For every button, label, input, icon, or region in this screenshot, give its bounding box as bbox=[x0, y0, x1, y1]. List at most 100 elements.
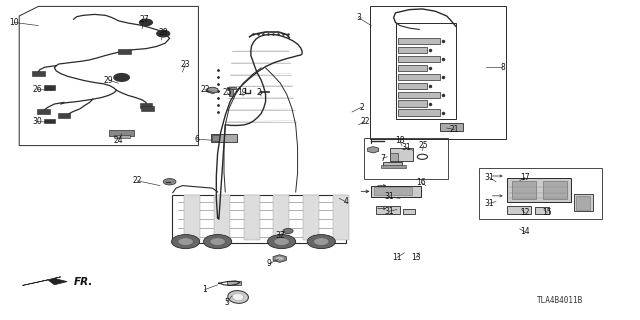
Text: 2: 2 bbox=[257, 88, 262, 97]
Circle shape bbox=[207, 88, 218, 93]
Bar bbox=[37, 109, 50, 114]
Text: 9: 9 bbox=[266, 260, 271, 268]
Text: 6: 6 bbox=[195, 135, 200, 144]
Circle shape bbox=[314, 238, 329, 245]
Text: 31: 31 bbox=[484, 173, 495, 182]
Text: 3: 3 bbox=[356, 13, 361, 22]
Text: 7: 7 bbox=[380, 154, 385, 163]
Text: 14: 14 bbox=[520, 228, 530, 236]
Text: 21: 21 bbox=[450, 125, 459, 134]
Text: 25: 25 bbox=[419, 141, 429, 150]
Circle shape bbox=[268, 235, 296, 249]
Text: 29: 29 bbox=[104, 76, 114, 84]
Bar bbox=[140, 103, 152, 108]
Bar bbox=[381, 165, 406, 168]
Text: 22: 22 bbox=[133, 176, 142, 185]
Circle shape bbox=[204, 235, 232, 249]
Bar bbox=[374, 187, 412, 195]
Bar bbox=[390, 153, 398, 161]
Text: 25: 25 bbox=[222, 88, 232, 97]
Text: 31: 31 bbox=[484, 199, 495, 208]
Bar bbox=[212, 135, 219, 141]
Bar bbox=[398, 92, 440, 98]
Circle shape bbox=[275, 256, 284, 261]
Bar bbox=[227, 281, 241, 285]
Circle shape bbox=[178, 238, 193, 245]
Text: 26: 26 bbox=[32, 85, 42, 94]
Bar bbox=[184, 195, 200, 240]
Bar bbox=[141, 106, 154, 111]
Bar bbox=[543, 181, 567, 199]
Bar bbox=[333, 195, 349, 240]
Bar bbox=[32, 71, 45, 76]
Circle shape bbox=[172, 235, 200, 249]
Circle shape bbox=[163, 179, 176, 185]
Bar bbox=[396, 23, 456, 119]
Text: 22: 22 bbox=[360, 117, 369, 126]
Bar bbox=[229, 88, 233, 96]
Text: 1: 1 bbox=[202, 285, 207, 294]
Bar bbox=[398, 100, 427, 107]
Bar bbox=[403, 209, 415, 214]
Text: 8: 8 bbox=[500, 63, 505, 72]
Ellipse shape bbox=[228, 291, 248, 303]
Text: 30: 30 bbox=[32, 117, 42, 126]
Text: 28: 28 bbox=[159, 28, 168, 36]
Bar bbox=[109, 130, 134, 136]
Bar bbox=[58, 113, 70, 118]
Text: 18: 18 bbox=[396, 136, 404, 145]
Bar bbox=[574, 194, 593, 211]
Bar bbox=[507, 178, 571, 202]
Bar bbox=[398, 56, 440, 62]
Circle shape bbox=[283, 228, 293, 234]
Text: 16: 16 bbox=[416, 178, 426, 187]
Circle shape bbox=[210, 238, 225, 245]
Circle shape bbox=[307, 235, 335, 249]
Text: FR.: FR. bbox=[74, 277, 93, 287]
Bar bbox=[114, 135, 130, 138]
Circle shape bbox=[274, 238, 289, 245]
Text: 19: 19 bbox=[237, 88, 247, 97]
Bar bbox=[576, 196, 590, 210]
Text: TLA4B4011B: TLA4B4011B bbox=[537, 296, 583, 305]
Bar bbox=[398, 109, 440, 116]
Polygon shape bbox=[22, 277, 67, 285]
Bar bbox=[398, 38, 440, 44]
Bar bbox=[211, 134, 237, 142]
Bar bbox=[507, 206, 531, 214]
Text: 11: 11 bbox=[392, 253, 401, 262]
Text: 17: 17 bbox=[520, 173, 530, 182]
Bar bbox=[398, 74, 440, 80]
Bar bbox=[440, 123, 463, 131]
Bar bbox=[512, 181, 536, 199]
Bar bbox=[118, 49, 131, 54]
Bar bbox=[383, 162, 402, 167]
Text: 31: 31 bbox=[401, 143, 412, 152]
Text: 5: 5 bbox=[225, 298, 230, 307]
Bar bbox=[227, 87, 236, 89]
Text: 12: 12 bbox=[520, 208, 529, 217]
Bar bbox=[371, 186, 421, 197]
Bar bbox=[376, 206, 400, 214]
Bar bbox=[390, 148, 413, 161]
Text: 10: 10 bbox=[9, 18, 19, 27]
Bar bbox=[273, 195, 289, 240]
Bar bbox=[172, 195, 346, 243]
Bar bbox=[398, 65, 427, 71]
Text: 13: 13 bbox=[411, 253, 421, 262]
Bar bbox=[398, 83, 427, 89]
Bar bbox=[214, 195, 230, 240]
Text: 27: 27 bbox=[139, 15, 149, 24]
Bar bbox=[244, 195, 260, 240]
Circle shape bbox=[140, 19, 152, 26]
Text: 2: 2 bbox=[359, 103, 364, 112]
Circle shape bbox=[157, 30, 170, 37]
Text: 4: 4 bbox=[343, 197, 348, 206]
Text: 31: 31 bbox=[384, 192, 394, 201]
Ellipse shape bbox=[232, 293, 244, 301]
Bar bbox=[44, 85, 55, 90]
Text: 24: 24 bbox=[113, 136, 124, 145]
Bar bbox=[535, 207, 549, 214]
Text: 32: 32 bbox=[275, 231, 285, 240]
Text: 15: 15 bbox=[542, 208, 552, 217]
